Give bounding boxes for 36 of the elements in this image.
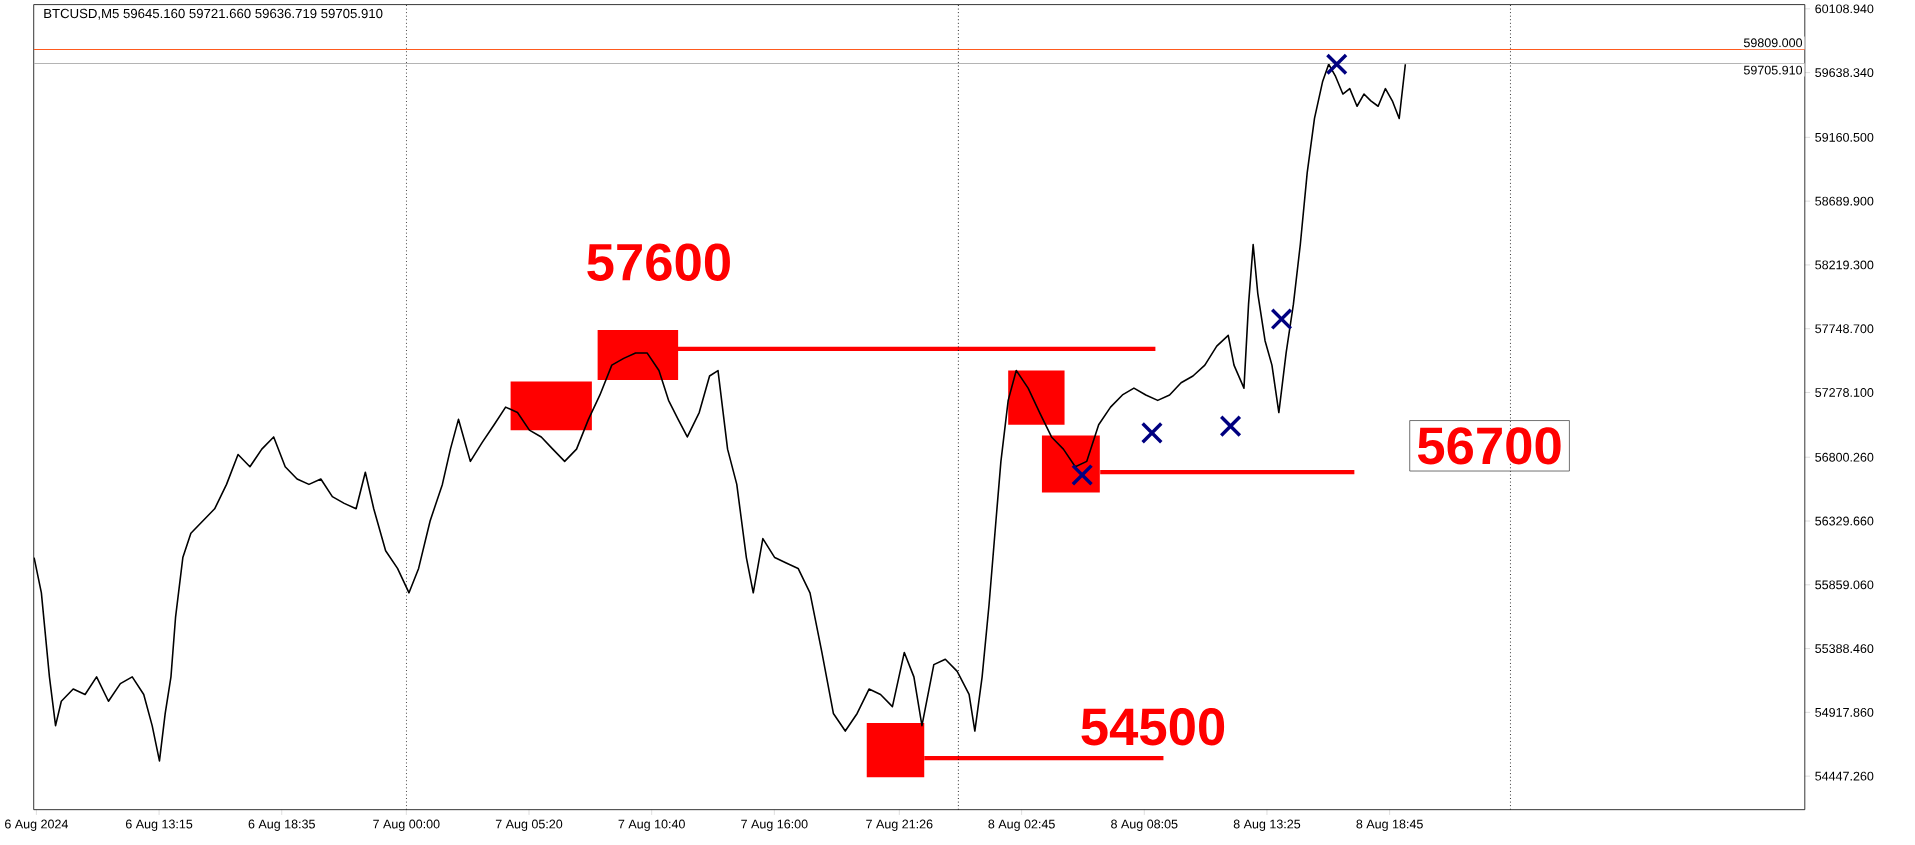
x-tick-label: 7 Aug 10:40 xyxy=(618,819,685,831)
x-tick-label: 8 Aug 02:45 xyxy=(988,819,1055,831)
x-tick-label: 8 Aug 13:25 xyxy=(1233,819,1301,831)
point xyxy=(1140,421,1163,444)
chart-title: BTCUSD,M5 59645.160 59721.660 59636.719 59705.910 xyxy=(44,8,383,20)
x-tick-label: 7 Aug 00:00 xyxy=(373,819,440,831)
y-tick-label: 58219.300 xyxy=(1815,260,1874,270)
y-tick-label: 57748.700 xyxy=(1815,324,1874,334)
point xyxy=(1071,463,1094,486)
x-tick-label: 6 Aug 2024 xyxy=(5,819,69,831)
ref-line-label: 59705.910 xyxy=(1743,65,1803,75)
annotation: 57600 xyxy=(587,243,730,281)
x-tick-label: 7 Aug 21:26 xyxy=(866,819,933,831)
point xyxy=(1270,308,1293,331)
y-tick-label: 55388.460 xyxy=(1815,644,1874,654)
ref-line-label: 59809.000 xyxy=(1743,38,1803,48)
y-tick-label: 56800.260 xyxy=(1815,452,1874,462)
y-tick-label: 59160.500 xyxy=(1815,132,1874,142)
y-tick-label: 54917.860 xyxy=(1815,707,1874,717)
point xyxy=(1325,53,1348,76)
annotation: 56700 xyxy=(1417,427,1561,465)
annotation: 54500 xyxy=(1081,708,1225,746)
y-tick-label: 57278.100 xyxy=(1815,388,1874,397)
y-tick-label: 56329.660 xyxy=(1815,516,1874,526)
x-tick-label: 7 Aug 16:00 xyxy=(741,819,808,831)
y-tick-label: 58689.900 xyxy=(1815,196,1874,206)
x-tick-label: 8 Aug 18:45 xyxy=(1356,819,1423,831)
x-tick-label: 6 Aug 18:35 xyxy=(248,819,315,831)
x-tick-label: 6 Aug 13:15 xyxy=(125,819,193,831)
x-tick-label: 8 Aug 08:05 xyxy=(1111,819,1178,831)
y-tick-label: 55859.060 xyxy=(1815,580,1874,590)
y-tick-label: 60108.940 xyxy=(1815,4,1874,14)
y-tick-label: 59638.340 xyxy=(1815,68,1874,78)
y-tick-label: 54447.260 xyxy=(1815,771,1874,781)
x-tick-label: 7 Aug 05:20 xyxy=(495,819,563,831)
point xyxy=(1219,415,1242,438)
